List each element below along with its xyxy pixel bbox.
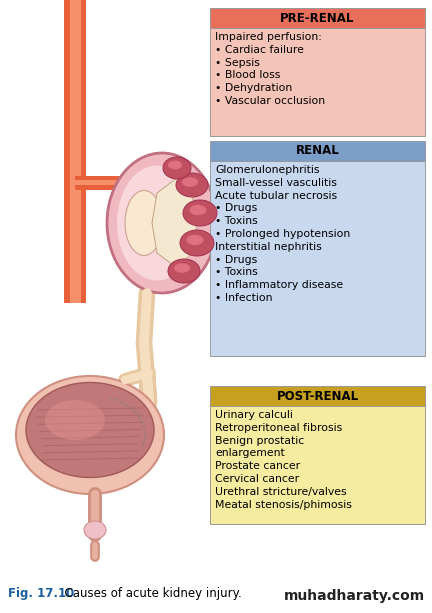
Bar bbox=[64, 0, 86, 303]
Polygon shape bbox=[152, 178, 197, 268]
Ellipse shape bbox=[125, 191, 163, 256]
Text: PRE-RENAL: PRE-RENAL bbox=[280, 12, 355, 25]
Ellipse shape bbox=[187, 235, 203, 245]
Text: Urinary calculi
Retroperitoneal fibrosis
Benign prostatic
enlargement
Prostate c: Urinary calculi Retroperitoneal fibrosis… bbox=[215, 410, 352, 509]
Text: Glomerulonephritis
Small-vessel vasculitis
Acute tubular necrosis
• Drugs
• Toxi: Glomerulonephritis Small-vessel vasculit… bbox=[215, 165, 350, 303]
Ellipse shape bbox=[26, 383, 154, 478]
Ellipse shape bbox=[117, 166, 197, 281]
Ellipse shape bbox=[174, 263, 190, 273]
Text: POST-RENAL: POST-RENAL bbox=[276, 389, 359, 403]
Ellipse shape bbox=[190, 205, 206, 215]
Text: Fig. 17.10: Fig. 17.10 bbox=[8, 587, 74, 600]
Ellipse shape bbox=[180, 230, 214, 256]
Bar bbox=[75, 176, 140, 190]
Ellipse shape bbox=[84, 521, 106, 539]
Bar bbox=[75, 180, 140, 185]
Ellipse shape bbox=[176, 173, 208, 197]
Text: Causes of acute kidney injury.: Causes of acute kidney injury. bbox=[57, 587, 242, 600]
FancyBboxPatch shape bbox=[210, 406, 425, 524]
Ellipse shape bbox=[163, 157, 191, 179]
Text: muhadharaty.com: muhadharaty.com bbox=[284, 589, 425, 603]
FancyBboxPatch shape bbox=[210, 28, 425, 136]
Text: RENAL: RENAL bbox=[295, 145, 340, 158]
Text: Impaired perfusion:
• Cardiac failure
• Sepsis
• Blood loss
• Dehydration
• Vasc: Impaired perfusion: • Cardiac failure • … bbox=[215, 32, 325, 106]
Ellipse shape bbox=[168, 259, 200, 283]
Ellipse shape bbox=[16, 376, 164, 494]
FancyBboxPatch shape bbox=[210, 161, 425, 356]
FancyBboxPatch shape bbox=[210, 141, 425, 161]
Ellipse shape bbox=[183, 200, 217, 226]
Ellipse shape bbox=[107, 153, 217, 293]
FancyBboxPatch shape bbox=[210, 386, 425, 406]
FancyBboxPatch shape bbox=[210, 8, 425, 28]
Ellipse shape bbox=[45, 400, 105, 440]
Ellipse shape bbox=[168, 161, 182, 169]
Ellipse shape bbox=[182, 177, 198, 187]
Bar bbox=[70, 0, 80, 303]
